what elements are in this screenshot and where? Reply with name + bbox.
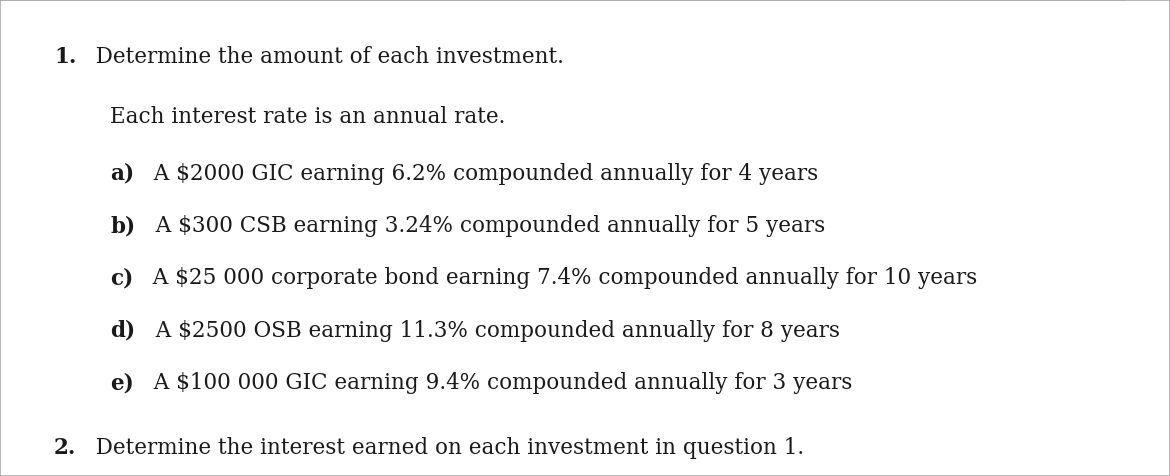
Text: Each interest rate is an annual rate.: Each interest rate is an annual rate.	[110, 106, 505, 128]
Text: d): d)	[110, 320, 136, 342]
Text: c): c)	[110, 268, 133, 289]
Text: Determine the amount of each investment.: Determine the amount of each investment.	[82, 46, 564, 68]
Text: Determine the interest earned on each investment in question 1.: Determine the interest earned on each in…	[82, 437, 804, 459]
Text: b): b)	[110, 215, 136, 237]
Text: 2.: 2.	[54, 437, 76, 459]
Text: A $100 000 GIC earning 9.4% compounded annually for 3 years: A $100 000 GIC earning 9.4% compounded a…	[140, 372, 852, 394]
Text: A $2000 GIC earning 6.2% compounded annually for 4 years: A $2000 GIC earning 6.2% compounded annu…	[140, 163, 819, 185]
Text: A $25 000 corporate bond earning 7.4% compounded annually for 10 years: A $25 000 corporate bond earning 7.4% co…	[139, 268, 977, 289]
Text: a): a)	[110, 163, 135, 185]
Text: 1.: 1.	[54, 46, 76, 68]
Text: A $2500 OSB earning 11.3% compounded annually for 8 years: A $2500 OSB earning 11.3% compounded ann…	[142, 320, 840, 342]
Text: e): e)	[110, 372, 135, 394]
Text: A $300 CSB earning 3.24% compounded annually for 5 years: A $300 CSB earning 3.24% compounded annu…	[142, 215, 825, 237]
